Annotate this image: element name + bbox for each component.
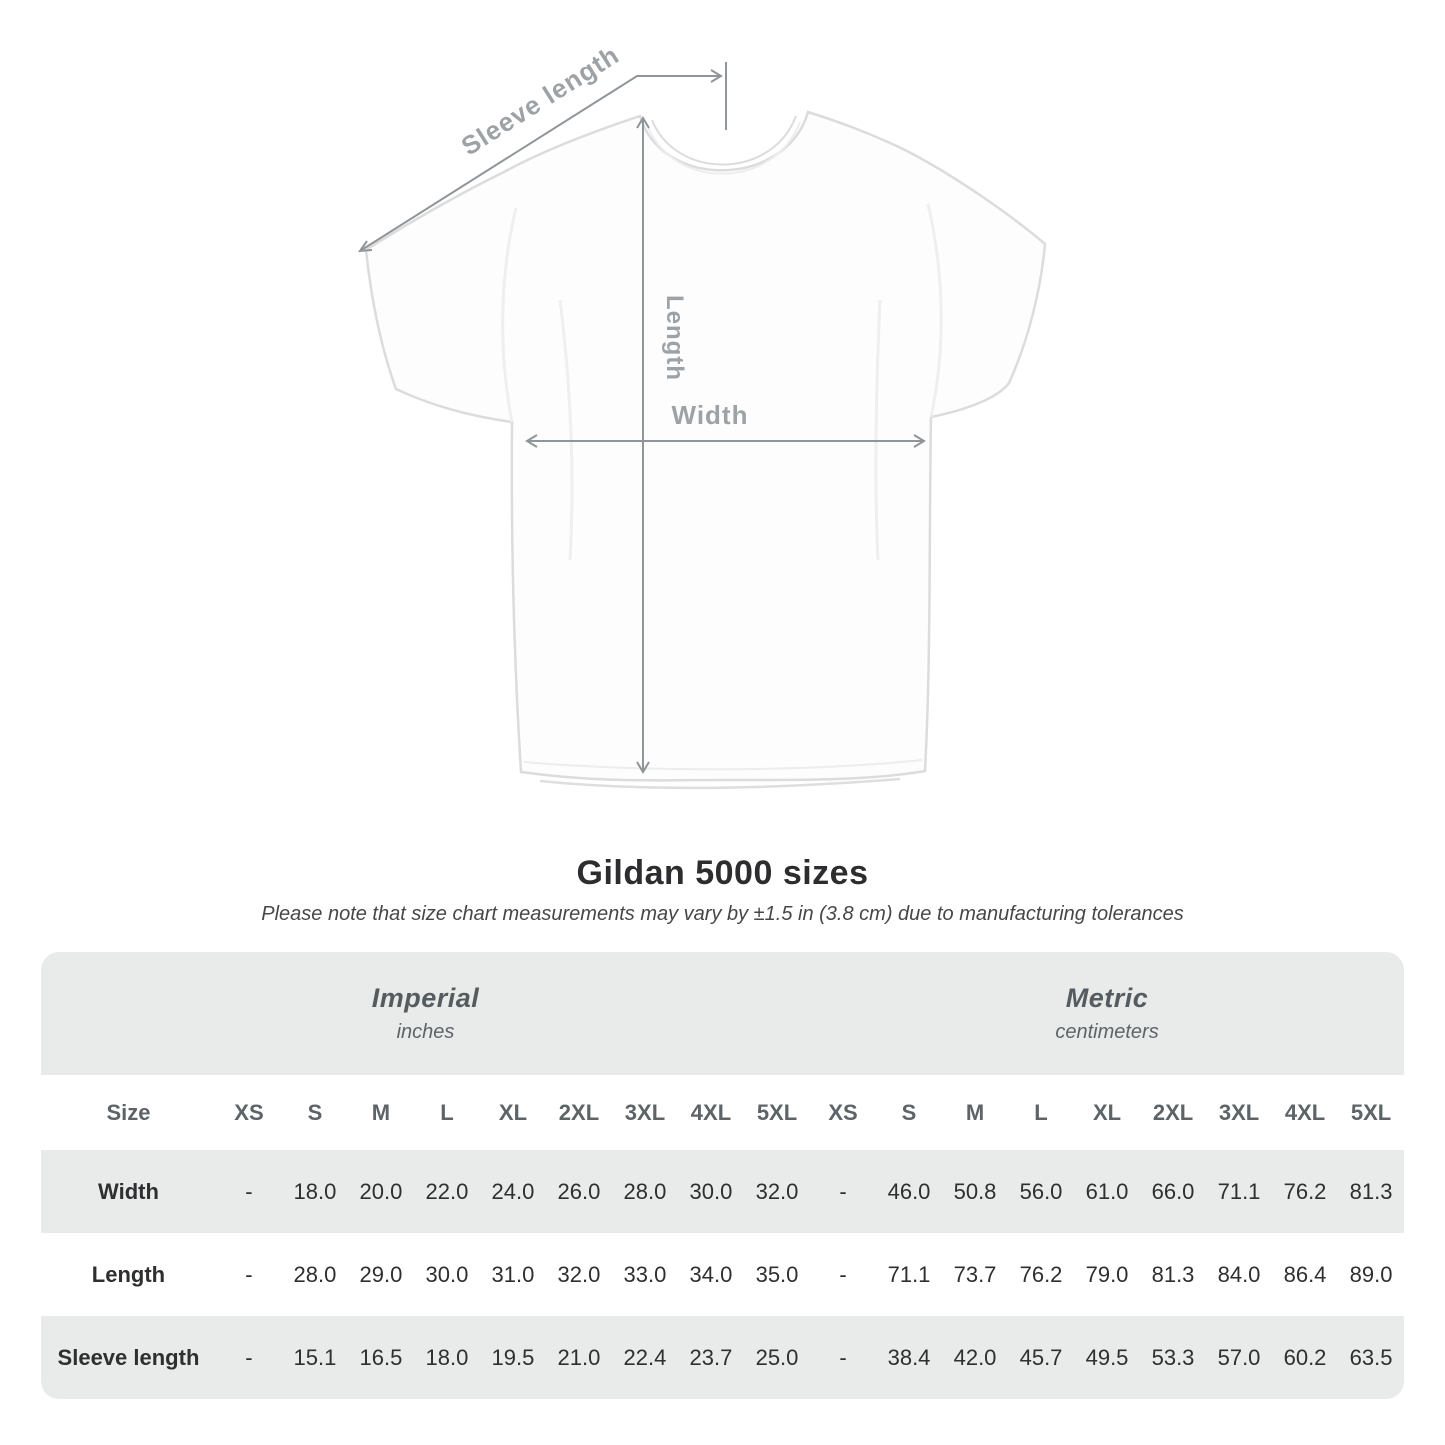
metric-group-header: Metric centimeters <box>810 952 1405 1075</box>
imperial-group-title: Imperial <box>371 983 480 1013</box>
size-chart-table: Imperial inches Metric centimeters Size … <box>40 952 1405 1399</box>
value-cell: - <box>245 1261 253 1287</box>
value-cell: - <box>810 1316 877 1399</box>
size-header-cell: S <box>901 1099 917 1125</box>
value-cell: - <box>215 1316 282 1399</box>
row-label: Width <box>40 1150 216 1233</box>
value-cell: 73.7 <box>953 1261 997 1287</box>
size-header-cell: XL <box>498 1099 528 1125</box>
length-label: Length <box>661 295 688 381</box>
page-title: Gildan 5000 sizes <box>576 854 869 892</box>
metric-group-unit: centimeters <box>1055 1021 1159 1043</box>
size-header-row: Size XS S M L XL 2XL 3XL 4XL 5XL XS S M … <box>41 1075 1404 1150</box>
row-label: Sleeve length <box>40 1316 216 1399</box>
value-cell: 22.4 <box>611 1316 678 1399</box>
value-cell: 71.1 <box>1206 1150 1273 1233</box>
value-cell: 21.0 <box>545 1316 612 1399</box>
value-cell: 56.0 <box>1008 1150 1075 1233</box>
value-cell: 53.3 <box>1140 1316 1207 1399</box>
value-cell: 79.0 <box>1085 1261 1129 1287</box>
value-cell: 61.0 <box>1074 1150 1141 1233</box>
value-cell: 66.0 <box>1140 1150 1207 1233</box>
value-cell: 25.0 <box>743 1316 811 1399</box>
size-header-cell: S <box>307 1099 323 1125</box>
value-cell: 20.0 <box>347 1150 414 1233</box>
size-header-cell: 4XL <box>1284 1099 1326 1125</box>
sleeve-length-measure-arrow <box>357 62 727 253</box>
row-label: Length <box>91 1261 166 1287</box>
value-cell: 49.5 <box>1074 1316 1141 1399</box>
value-cell: 28.0 <box>293 1261 337 1287</box>
value-cell: 76.2 <box>1019 1261 1063 1287</box>
value-cell: 76.2 <box>1272 1150 1339 1233</box>
value-cell: 23.7 <box>677 1316 744 1399</box>
value-cell: 50.8 <box>942 1150 1009 1233</box>
imperial-group-unit: inches <box>396 1021 455 1043</box>
size-header-cell: XS <box>234 1099 264 1125</box>
value-cell: 15.1 <box>281 1316 348 1399</box>
size-header-cell: 5XL <box>1350 1099 1392 1125</box>
value-cell: 32.0 <box>557 1261 601 1287</box>
value-cell: 46.0 <box>876 1150 943 1233</box>
size-diagram-section: Sleeve length Length Width <box>357 39 1047 790</box>
value-cell: 26.0 <box>545 1150 612 1233</box>
size-header-cell: 4XL <box>690 1099 732 1125</box>
value-cell: 89.0 <box>1349 1261 1393 1287</box>
value-cell: 18.0 <box>413 1316 480 1399</box>
size-header-cell: 5XL <box>756 1099 798 1125</box>
value-cell: 34.0 <box>689 1261 733 1287</box>
value-cell: 38.4 <box>876 1316 943 1399</box>
tshirt-size-diagram: Sleeve length Length Width <box>357 39 1047 790</box>
value-cell: 57.0 <box>1206 1316 1273 1399</box>
width-row: Width - 18.0 20.0 22.0 24.0 26.0 28.0 30… <box>40 1150 1405 1233</box>
size-header-cell: 3XL <box>1218 1099 1260 1125</box>
value-cell: 32.0 <box>743 1150 811 1233</box>
value-cell: 28.0 <box>611 1150 678 1233</box>
value-cell: 33.0 <box>623 1261 667 1287</box>
value-cell: 81.3 <box>1338 1150 1405 1233</box>
value-cell: 45.7 <box>1008 1316 1075 1399</box>
size-header-cell: 2XL <box>1152 1099 1194 1125</box>
value-cell: 22.0 <box>413 1150 480 1233</box>
value-cell: 35.0 <box>755 1261 799 1287</box>
value-cell: - <box>215 1150 282 1233</box>
value-cell: - <box>839 1261 847 1287</box>
value-cell: 24.0 <box>479 1150 546 1233</box>
value-cell: 81.3 <box>1151 1261 1195 1287</box>
value-cell: 18.0 <box>281 1150 348 1233</box>
size-header-cell: M <box>371 1099 391 1125</box>
value-cell: 71.1 <box>887 1261 931 1287</box>
size-column-header: Size <box>106 1099 151 1125</box>
imperial-group-header: Imperial inches <box>40 952 811 1075</box>
tshirt-illustration <box>364 110 1047 790</box>
value-cell: 19.5 <box>479 1316 546 1399</box>
size-header-cell: L <box>1034 1099 1048 1125</box>
value-cell: 16.5 <box>347 1316 414 1399</box>
width-label: Width <box>672 400 749 430</box>
value-cell: 42.0 <box>942 1316 1009 1399</box>
sleeve-length-row: Sleeve length - 15.1 16.5 18.0 19.5 21.0… <box>40 1316 1405 1399</box>
value-cell: 29.0 <box>359 1261 403 1287</box>
width-measure-arrow <box>525 434 926 448</box>
value-cell: 60.2 <box>1272 1316 1339 1399</box>
tolerance-note: Please note that size chart measurements… <box>261 903 1184 925</box>
size-header-cell: XS <box>828 1099 858 1125</box>
size-header-cell: M <box>965 1099 985 1125</box>
metric-group-title: Metric <box>1065 983 1149 1013</box>
value-cell: 31.0 <box>491 1261 535 1287</box>
value-cell: 63.5 <box>1338 1316 1405 1399</box>
value-cell: 30.0 <box>425 1261 469 1287</box>
size-header-cell: 3XL <box>624 1099 666 1125</box>
length-measure-arrow <box>636 116 650 774</box>
value-cell: - <box>810 1150 877 1233</box>
size-header-cell: XL <box>1092 1099 1122 1125</box>
value-cell: 86.4 <box>1283 1261 1327 1287</box>
size-header-cell: L <box>440 1099 454 1125</box>
value-cell: 84.0 <box>1217 1261 1261 1287</box>
value-cell: 30.0 <box>677 1150 744 1233</box>
length-row: Length - 28.0 29.0 30.0 31.0 32.0 33.0 3… <box>41 1233 1404 1316</box>
size-header-cell: 2XL <box>558 1099 600 1125</box>
unit-group-row: Imperial inches Metric centimeters <box>40 952 1405 1075</box>
